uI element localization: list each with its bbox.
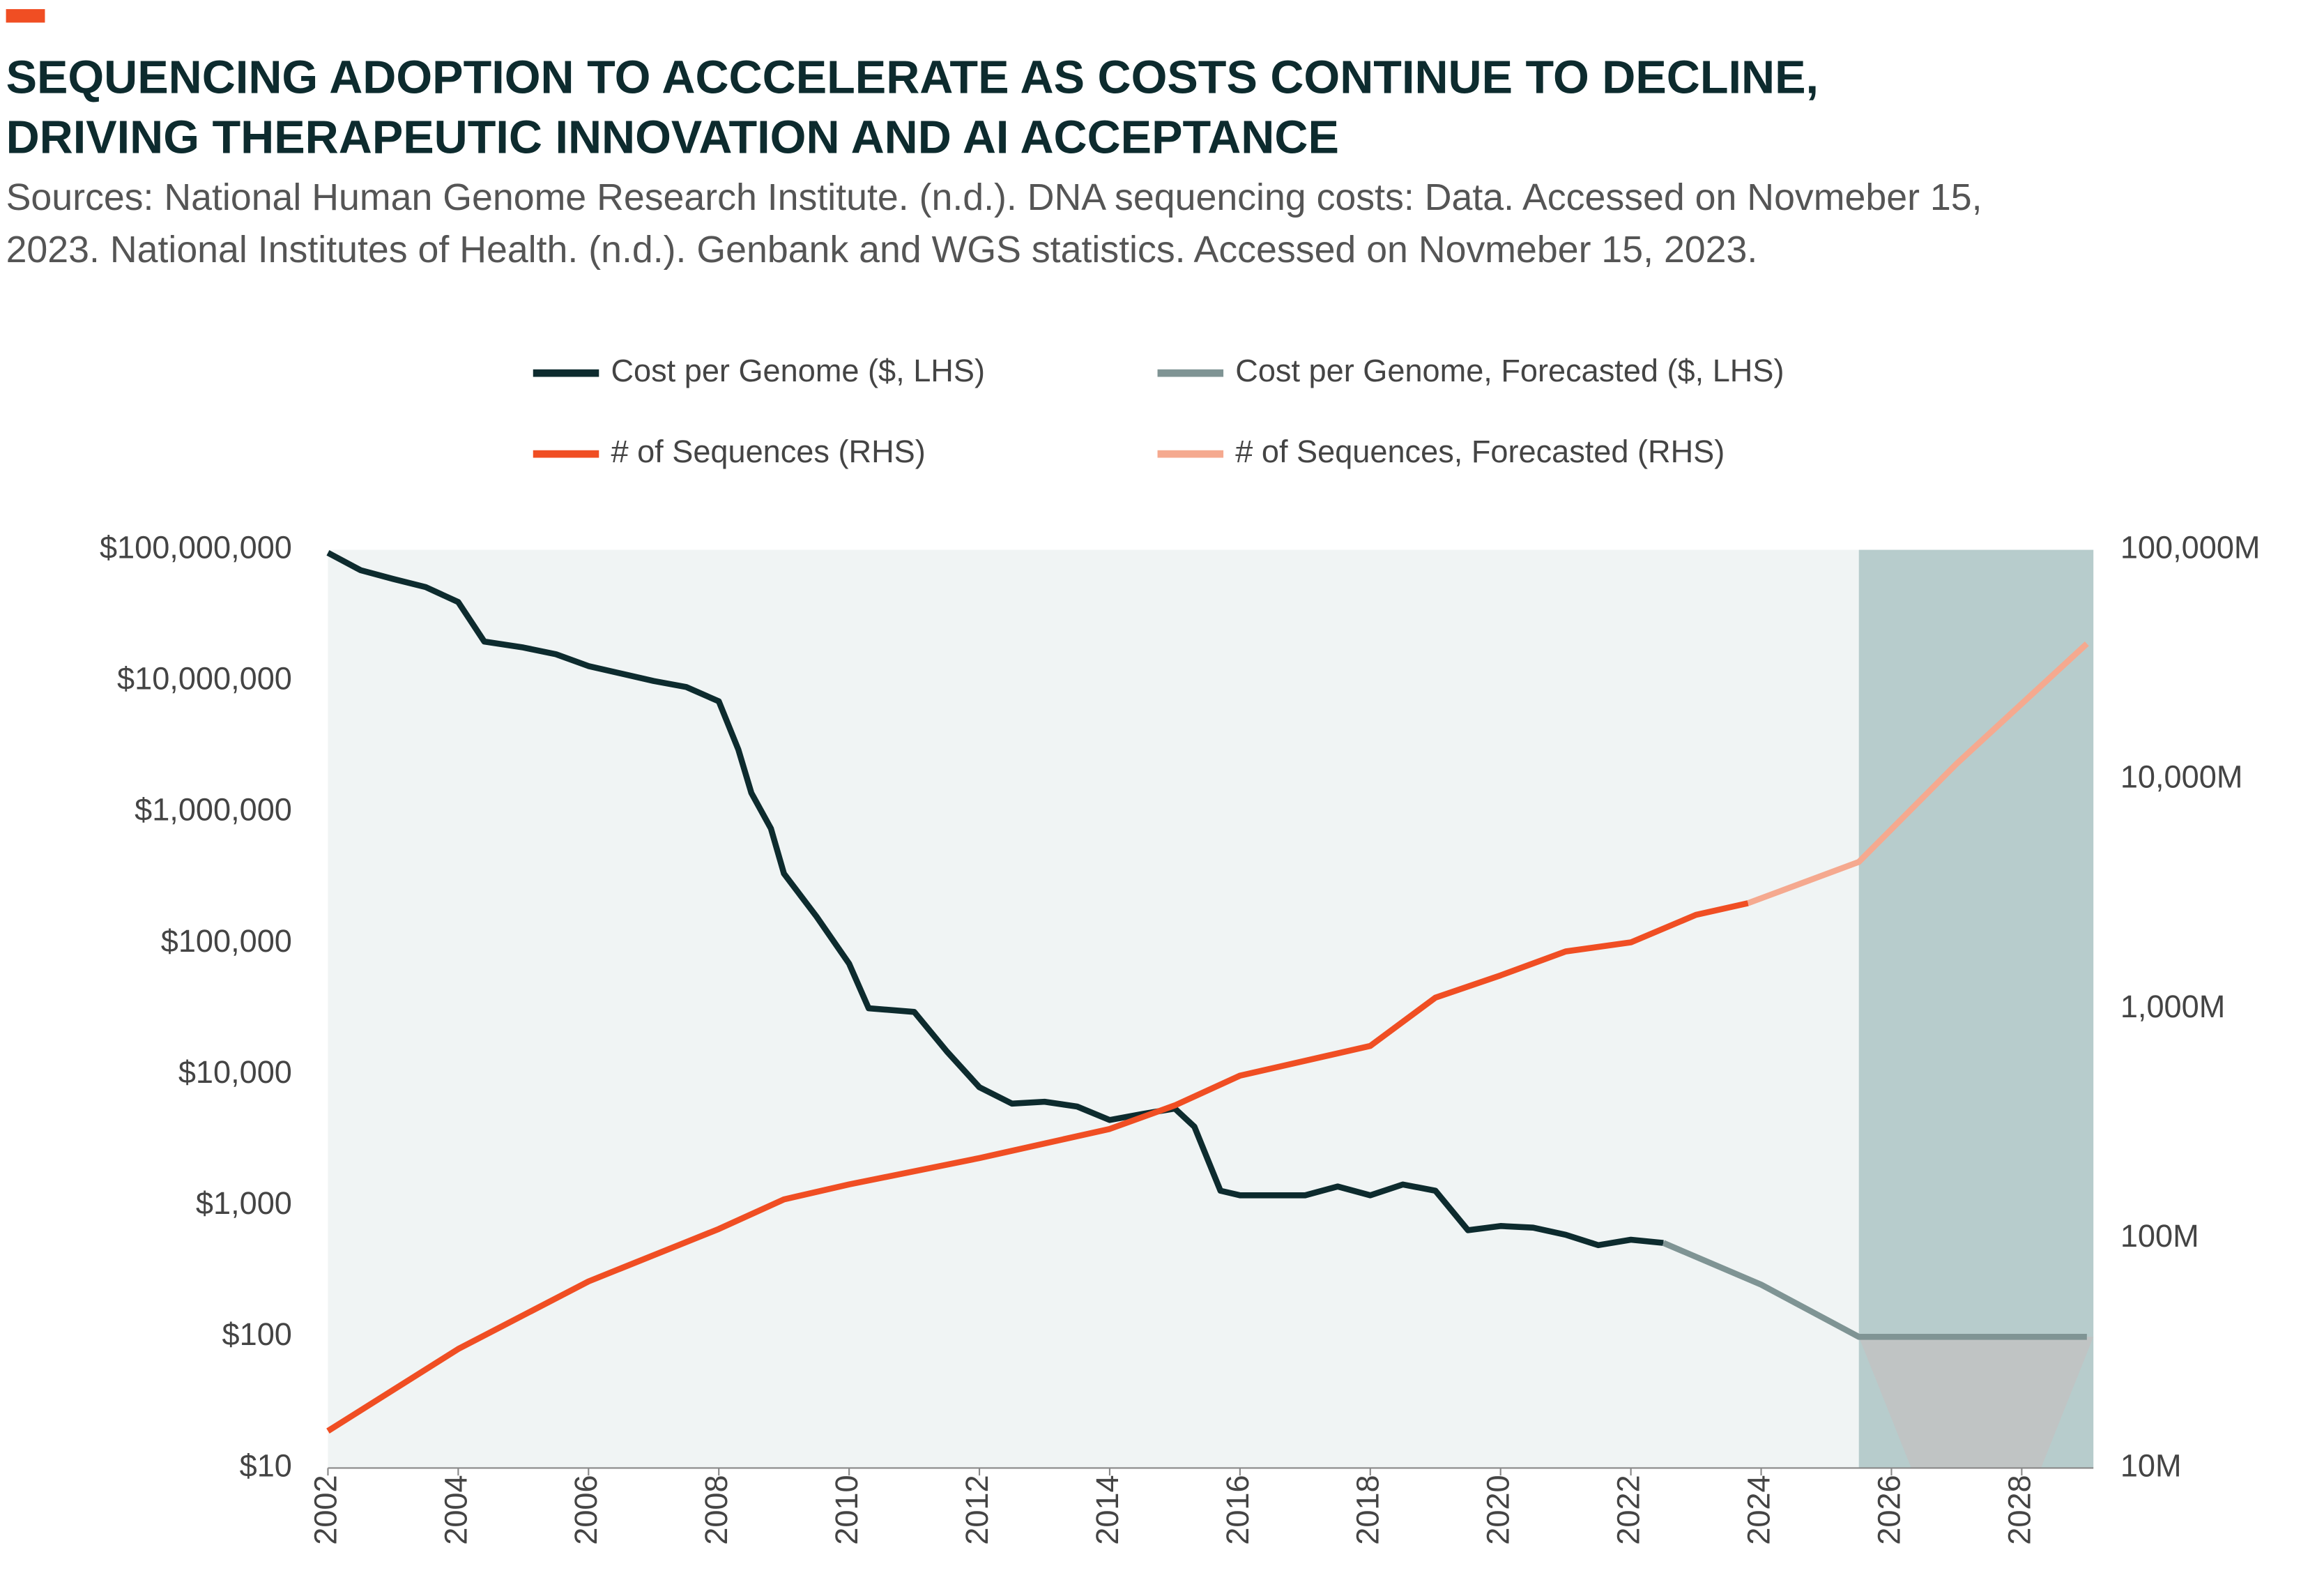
x-tick-label: 2022 (1611, 1475, 1646, 1544)
y2-tick-label: 100,000M (2120, 530, 2261, 565)
x-tick-label: 2008 (698, 1475, 734, 1544)
x-tick-label: 2026 (1871, 1475, 1906, 1544)
y2-tick-label: 1,000M (2120, 989, 2225, 1024)
y-tick-label: $1,000 (196, 1185, 292, 1221)
chart-title: DRIVING THERAPEUTIC INNOVATION AND AI AC… (6, 112, 1339, 163)
legend-label: Cost per Genome, Forecasted ($, LHS) (1235, 353, 1784, 388)
accent-bar (6, 9, 45, 23)
x-tick-label: 2018 (1350, 1475, 1386, 1544)
legend-label: # of Sequences, Forecasted (RHS) (1235, 434, 1725, 469)
x-tick-label: 2028 (2001, 1475, 2037, 1544)
y2-tick-label: 10,000M (2120, 759, 2243, 795)
y-tick-label: $100,000 (161, 923, 292, 959)
legend-label: Cost per Genome ($, LHS) (611, 353, 985, 388)
x-tick-label: 2006 (568, 1475, 604, 1544)
legend-label: # of Sequences (RHS) (611, 434, 925, 469)
y2-tick-label: 10M (2120, 1447, 2182, 1483)
y-tick-label: $10 (240, 1447, 292, 1483)
x-tick-label: 2014 (1090, 1475, 1125, 1544)
y-tick-label: $10,000 (178, 1054, 292, 1090)
x-tick-label: 2012 (959, 1475, 995, 1544)
chart-title: SEQUENCING ADOPTION TO ACCCELERATE AS CO… (6, 52, 1819, 103)
y-tick-label: $100,000,000 (100, 530, 292, 565)
source-note: Sources: National Human Genome Research … (6, 176, 1982, 218)
x-tick-label: 2010 (829, 1475, 864, 1544)
x-tick-label: 2020 (1481, 1475, 1516, 1544)
x-tick-label: 2002 (307, 1475, 343, 1544)
series-line (326, 549, 1664, 1249)
y-tick-label: $100 (222, 1316, 292, 1352)
forecast-region (1858, 549, 2094, 1468)
series-line (1662, 1240, 2087, 1340)
x-tick-label: 2004 (438, 1475, 473, 1544)
y-tick-label: $1,000,000 (135, 792, 292, 828)
forecast-shade (1858, 1337, 2094, 1468)
series-line (326, 900, 1749, 1434)
x-tick-label: 2024 (1741, 1475, 1776, 1544)
source-note: 2023. National Institutes of Health. (n.… (6, 229, 1758, 271)
y-tick-label: $10,000,000 (117, 661, 292, 697)
series-line (1747, 641, 2089, 906)
y2-tick-label: 100M (2120, 1218, 2199, 1254)
x-tick-label: 2016 (1220, 1475, 1255, 1544)
plot-area (328, 549, 2094, 1468)
